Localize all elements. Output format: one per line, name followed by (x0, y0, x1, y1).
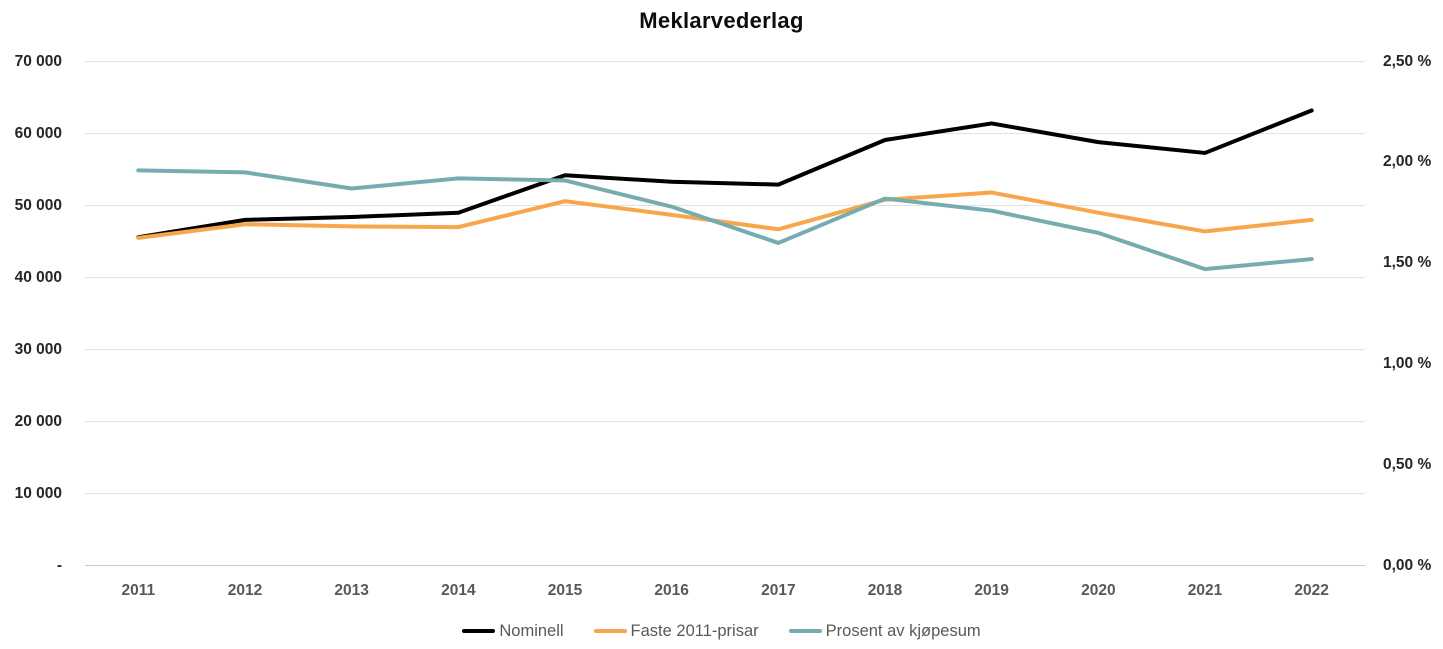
right-axis-tick-label: 1,50 % (1383, 254, 1432, 272)
x-axis-tick-label: 2014 (441, 582, 476, 599)
x-axis-tick-label: 2019 (974, 582, 1009, 599)
right-axis-tick-label: 0,00 % (1383, 556, 1432, 574)
legend-item-prosent-av-kjopesum: Prosent av kjøpesum (788, 620, 981, 642)
x-axis-tick-label: 2012 (227, 582, 263, 599)
legend-item-faste-2011-prisar: Faste 2011-prisar (593, 620, 759, 642)
right-axis-tick-label: 0,50 % (1383, 455, 1432, 473)
series-line-nominell (136, 108, 1314, 240)
x-axis-tick-label: 2020 (1081, 582, 1116, 599)
left-axis-tick-label: 10 000 (14, 484, 62, 502)
right-axis-tick-label: 2,50 % (1383, 52, 1432, 70)
x-axis-tick-label: 2021 (1187, 582, 1223, 599)
left-axis-tick-label: 60 000 (14, 124, 62, 142)
x-axis-tick-label: 2015 (547, 582, 583, 599)
left-axis-tick-label: 50 000 (14, 196, 62, 214)
x-axis-tick-label: 2013 (334, 582, 369, 599)
legend-label-faste-2011-prisar: Faste 2011-prisar (630, 622, 759, 640)
chart-legend: Nominell Faste 2011-prisar Prosent av kj… (0, 617, 1443, 645)
right-axis-tick-label: 1,00 % (1383, 354, 1432, 372)
legend-swatch-faste-2011-prisar (593, 628, 627, 634)
x-axis-tick-label: 2022 (1294, 582, 1329, 599)
legend-item-nominell: Nominell (462, 620, 564, 642)
legend-label-prosent-av-kjopesum: Prosent av kjøpesum (825, 622, 981, 640)
legend-label-nominell: Nominell (499, 622, 564, 640)
left-axis-tick-label: 70 000 (14, 52, 62, 70)
left-axis-tick-label: 30 000 (14, 340, 62, 358)
left-axis-tick-label: 40 000 (14, 268, 62, 286)
x-axis-tick-label: 2017 (761, 582, 796, 599)
left-axis-tick-label: - (56, 556, 62, 574)
series-line-prosent-av-kj-pesum (136, 168, 1314, 272)
legend-swatch-nominell (462, 628, 496, 634)
x-axis-tick-label: 2016 (654, 582, 689, 599)
legend-swatch-prosent-av-kjopesum (788, 628, 822, 634)
right-axis-tick-label: 2,00 % (1383, 153, 1432, 171)
left-axis-tick-label: 20 000 (14, 412, 62, 430)
x-axis-tick-label: 2011 (121, 582, 156, 599)
series-line-faste-2011-prisar (136, 190, 1314, 240)
chart-title: Meklarvederlag (639, 8, 804, 33)
x-axis-tick-label: 2018 (867, 582, 903, 599)
